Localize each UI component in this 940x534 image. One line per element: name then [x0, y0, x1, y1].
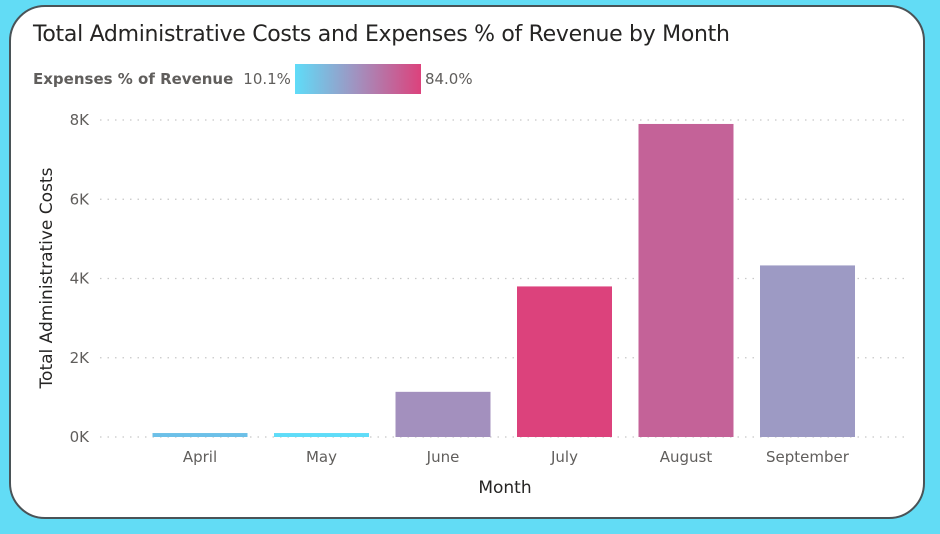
- x-tick-label: May: [306, 448, 337, 466]
- legend-max-label: 84.0%: [424, 70, 473, 88]
- x-tick-label: July: [550, 448, 578, 466]
- chart-title: Total Administrative Costs and Expenses …: [33, 22, 730, 47]
- x-tick-label: June: [426, 448, 460, 466]
- bar-september[interactable]: [760, 265, 855, 437]
- y-tick-label: 8K: [70, 111, 91, 129]
- bar-april[interactable]: [152, 433, 248, 437]
- y-tick-label: 6K: [70, 190, 91, 208]
- legend-min-label: 10.1%: [243, 70, 291, 88]
- legend-gradient-bar: [294, 64, 421, 94]
- y-tick-label: 4K: [70, 270, 91, 288]
- y-tick-label: 2K: [70, 349, 91, 367]
- y-tick-label: 0K: [70, 428, 91, 446]
- bar-july[interactable]: [517, 286, 612, 437]
- x-tick-label: August: [660, 448, 713, 466]
- color-legend: Expenses % of Revenue 10.1% 84.0%: [33, 64, 473, 94]
- legend-title: Expenses % of Revenue: [33, 70, 234, 88]
- x-axis-title: Month: [478, 478, 531, 498]
- y-axis-title: Total Administrative Costs: [37, 167, 57, 389]
- bar-august[interactable]: [638, 123, 734, 438]
- x-tick-label: September: [766, 448, 850, 466]
- bar-june[interactable]: [395, 391, 491, 437]
- bar-may[interactable]: [274, 433, 369, 437]
- x-tick-label: April: [183, 448, 217, 466]
